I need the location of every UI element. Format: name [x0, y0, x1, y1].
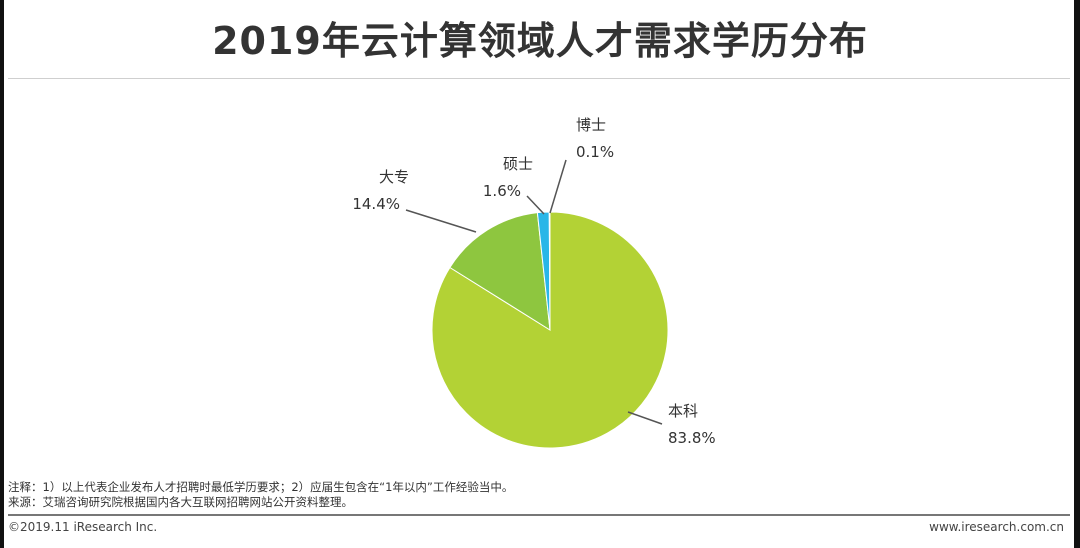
pie-slice-2: [449, 212, 551, 331]
copyright-text: ©2019.11 iResearch Inc.: [8, 520, 158, 534]
leader-line: [405, 209, 477, 233]
slice-category-label: 硕士: [503, 155, 533, 173]
title-divider: [8, 78, 1070, 79]
source-line: 来源：艾瑞咨询研究院根据国内各大互联网招聘网站公开资料整理。: [8, 495, 353, 509]
slice-value-label: 14.4%: [352, 195, 400, 213]
chart-title: 2019年云计算领域人才需求学历分布: [212, 19, 868, 63]
chart-notes: 注释：1）以上代表企业发布人才招聘时最低学历要求；2）应届生包含在“1年以内”工…: [8, 480, 513, 510]
note-line: 注释：1）以上代表企业发布人才招聘时最低学历要求；2）应届生包含在“1年以内”工…: [8, 480, 514, 494]
left-frame-border: [0, 0, 4, 548]
slice-category-label: 大专: [379, 168, 409, 186]
leader-line: [627, 411, 663, 425]
right-frame-border: [1074, 0, 1080, 548]
slice-category-label: 本科: [668, 402, 698, 420]
website-link[interactable]: www.iresearch.com.cn: [929, 520, 1064, 534]
slice-category-label: 博士: [576, 116, 606, 134]
slice-value-label: 1.6%: [483, 182, 521, 200]
slice-value-label: 83.8%: [668, 429, 716, 447]
leader-line: [549, 159, 567, 214]
slice-value-label: 0.1%: [576, 143, 614, 161]
footer-divider: [8, 514, 1070, 516]
leader-line: [526, 195, 545, 215]
